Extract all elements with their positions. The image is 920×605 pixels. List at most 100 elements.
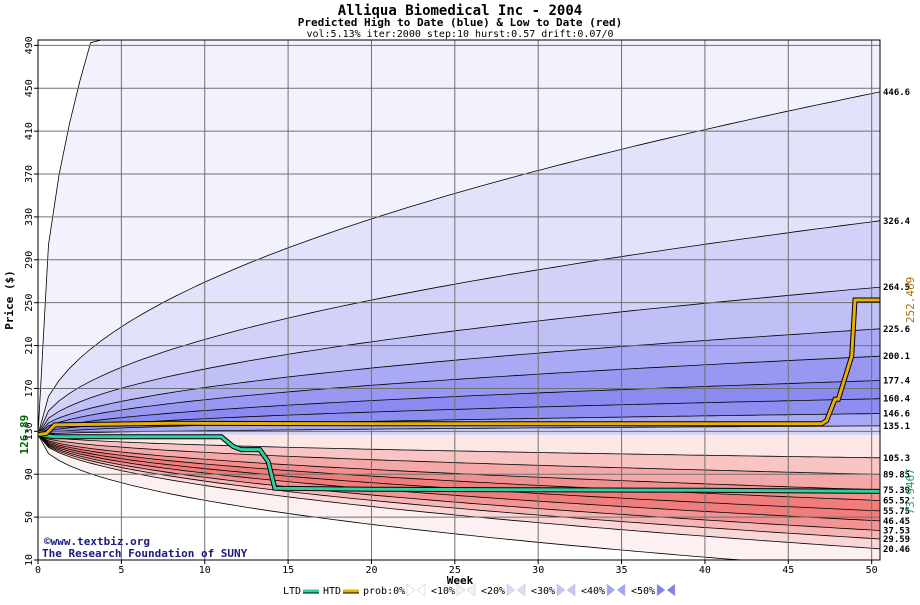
x-tick-label: 35 <box>616 565 628 576</box>
upper-boundary-5 <box>37 355 881 436</box>
lower-band-3 <box>38 434 880 501</box>
y-tick-label: 130 <box>24 422 35 440</box>
lower-band-label: 29.59 <box>883 535 910 545</box>
upper-band-label: 225.6 <box>883 325 910 335</box>
legend-swatch-wedge <box>606 583 616 597</box>
lower-boundary-7 <box>37 434 881 540</box>
lower-boundary-0 <box>37 434 881 459</box>
lower-boundary-1 <box>37 434 881 475</box>
upper-band-3 <box>38 287 880 435</box>
legend-label: <40% <box>581 586 605 597</box>
y-tick-label: 370 <box>24 165 35 183</box>
legend-swatch-wedge <box>616 583 626 597</box>
upper-band-1 <box>38 91 880 435</box>
lower-band-label: 75.39 <box>883 486 910 496</box>
legend-label: <50% <box>631 586 655 597</box>
upper-band-4 <box>38 328 880 435</box>
legend-label: LTD <box>283 586 301 597</box>
lower-band-1 <box>38 434 880 475</box>
upper-band-label: 200.1 <box>883 352 910 362</box>
chart-title: Alliqua Biomedical Inc - 2004 <box>338 3 582 19</box>
upper-band-label: 326.4 <box>883 217 911 227</box>
upper-band-2 <box>38 220 880 435</box>
legend-label: HTD <box>323 586 341 597</box>
lower-band-label: 20.46 <box>883 545 910 555</box>
y-tick-label: 410 <box>24 122 35 140</box>
watermark-url: ©www.textbiz.org <box>44 535 150 548</box>
legend-swatch-wedge <box>416 583 426 597</box>
upper-boundary-4 <box>37 328 881 435</box>
lower-band-label: 89.85 <box>883 470 910 480</box>
y-tick-label: 10 <box>24 554 35 566</box>
lower-band-9 <box>38 434 880 560</box>
x-tick-label: 40 <box>699 565 711 576</box>
upper-band-label: 177.4 <box>883 377 911 387</box>
x-tick-label: 45 <box>782 565 794 576</box>
y-tick-label: 210 <box>24 337 35 355</box>
axes: 0 5 10 15 20 25 30 35 40 45 50 10 50 90 130 170 210 250 29… <box>18 36 881 576</box>
upper-band-label: 264.5 <box>883 283 910 293</box>
y-tick-label: 330 <box>24 208 35 226</box>
y-axis-label: Price ($) <box>3 270 16 330</box>
plot-frame <box>37 39 881 561</box>
start-price-label: 126.89 <box>18 415 31 455</box>
lower-band-label: 46.45 <box>883 517 910 527</box>
upper-band-label: 160.4 <box>883 395 911 405</box>
lower-band-label: 55.75 <box>883 507 910 517</box>
legend-swatch-wedge <box>406 583 416 597</box>
lower-band-8 <box>38 434 880 549</box>
legend-swatch-wedge <box>466 583 476 597</box>
y-tick-label: 170 <box>24 379 35 397</box>
upper-band-5 <box>38 356 880 435</box>
band-labels: 446.6 326.4 264.5 225.6 200.1 177.4 160.4 146.6… <box>883 88 917 555</box>
upper-boundary-6 <box>37 380 881 436</box>
lower-band-0 <box>38 434 880 458</box>
upper-boundary-2 <box>37 220 881 435</box>
lower-band-label: 65.52 <box>883 496 910 506</box>
legend-swatch-wedge <box>456 583 466 597</box>
upper-band-9 <box>38 425 880 435</box>
chart-params: vol:5.13% iter:2000 step:10 hurst:0.57 d… <box>306 29 613 40</box>
y-tick-label: 250 <box>24 294 35 312</box>
upper-boundary-7 <box>37 398 881 436</box>
y-tick-label: 50 <box>24 511 35 523</box>
x-axis-label: Week <box>447 574 474 587</box>
upper-band-label: 146.6 <box>883 410 910 420</box>
lower-band-label: 105.3 <box>883 454 910 464</box>
lower-band-6 <box>38 434 880 531</box>
chart-subtitle: Predicted High to Date (blue) & Low to D… <box>298 16 623 29</box>
legend: LTD HTD prob:0% <10% <20% <30% <40% <50% <box>283 583 676 597</box>
series-lines <box>37 297 881 494</box>
legend-swatch-wedge <box>556 583 566 597</box>
probability-bands <box>37 39 881 561</box>
legend-label: prob:0% <box>363 586 405 597</box>
lower-band-7 <box>38 434 880 539</box>
lower-boundary-3 <box>37 434 881 501</box>
legend-swatch-wedge <box>516 583 526 597</box>
legend-swatch-wedge <box>666 583 676 597</box>
ltd-end-label: 73.9467 <box>904 468 917 514</box>
x-tick-label: 10 <box>199 565 211 576</box>
legend-label: <20% <box>481 586 505 597</box>
y-tick-label: 90 <box>24 468 35 480</box>
lower-band-2 <box>38 434 880 490</box>
y-tick-label: 490 <box>24 36 35 54</box>
legend-label: <30% <box>531 586 555 597</box>
htd-line <box>37 298 880 437</box>
ltd-line <box>37 433 881 493</box>
legend-swatch-wedge <box>656 583 666 597</box>
lower-boundary-2 <box>37 434 881 491</box>
legend-swatch-wedge <box>566 583 576 597</box>
upper-band-7 <box>38 398 880 435</box>
x-tick-label: 5 <box>118 565 124 576</box>
lower-band-5 <box>38 434 880 521</box>
htd-end-label: 252.469 <box>904 277 917 323</box>
x-tick-label: 0 <box>35 565 41 576</box>
upper-band-label: 135.1 <box>883 422 910 432</box>
upper-boundary-1 <box>37 91 881 435</box>
legend-label: <10% <box>431 586 455 597</box>
watermark-org: The Research Foundation of SUNY <box>42 547 248 560</box>
legend-swatch-wedge <box>506 583 516 597</box>
y-tick-label: 450 <box>24 79 35 97</box>
